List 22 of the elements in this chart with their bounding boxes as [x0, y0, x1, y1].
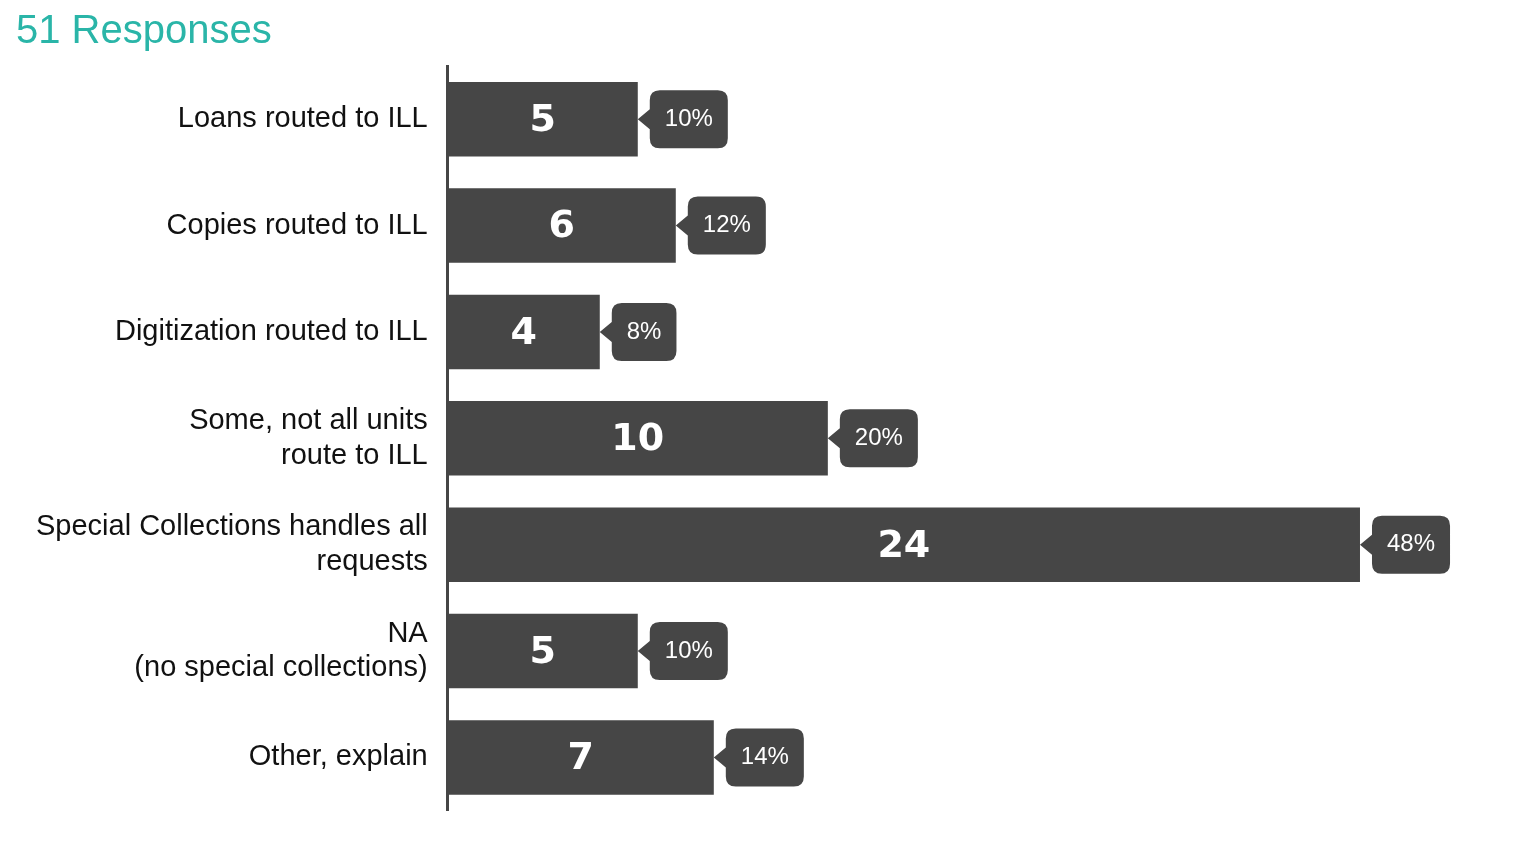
annotation: 8%: [626, 316, 662, 344]
y-tick-label: Other, explain: [248, 739, 428, 772]
annotation: 20%: [854, 422, 903, 450]
annotation: 10%: [664, 635, 713, 663]
data-label: 10: [611, 415, 665, 460]
data-label: 7: [567, 734, 594, 779]
data-label: 5: [529, 96, 556, 141]
y-tick-label: Copies routed to ILL: [166, 207, 428, 240]
annotation: 48%: [1386, 529, 1436, 557]
data-label: 6: [548, 202, 575, 247]
annotation: 12%: [702, 210, 751, 238]
y-tick-label: Loans routed to ILL: [177, 101, 428, 134]
annotation: 10%: [664, 103, 713, 131]
y-tick-label: Some, not all units route to ILL: [189, 402, 428, 470]
data-label: 24: [877, 521, 931, 566]
data-label: 4: [510, 308, 537, 353]
y-tick-label: NA (no special collections): [134, 615, 429, 683]
chart-title: 51 Responses: [16, 7, 272, 52]
data-label: 5: [529, 627, 556, 672]
y-tick-label: Special Collections handles all requests: [35, 509, 428, 577]
annotation: 14%: [740, 742, 789, 770]
y-tick-label: Digitization routed to ILL: [114, 313, 428, 346]
